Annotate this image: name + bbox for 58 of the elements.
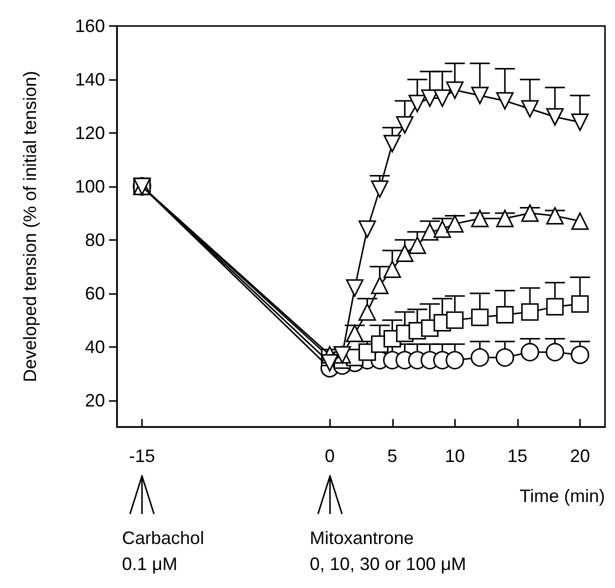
point <box>346 324 364 342</box>
y-tick-label: 80 <box>84 230 105 250</box>
y-tick-label: 160 <box>74 16 105 36</box>
point <box>421 89 439 107</box>
y-tick-label: 140 <box>74 69 105 90</box>
point <box>546 298 564 316</box>
x-tick-label: 10 <box>444 446 465 466</box>
point <box>371 276 389 294</box>
point <box>384 260 402 278</box>
point <box>446 215 464 233</box>
x-tick-label: 20 <box>570 446 590 466</box>
y-tick-label: 40 <box>84 336 105 357</box>
point <box>496 348 514 367</box>
point <box>571 212 589 230</box>
y-tick-label: 100 <box>74 176 105 196</box>
x-tick-label: -15 <box>129 446 156 466</box>
point <box>408 94 426 112</box>
point <box>434 89 452 107</box>
point <box>358 303 376 321</box>
point <box>546 108 564 126</box>
point <box>396 244 414 262</box>
point <box>571 113 589 131</box>
point <box>521 100 539 118</box>
y-tick-label: 60 <box>84 283 105 304</box>
point <box>358 220 376 238</box>
x-tick-label: 0 <box>324 446 335 466</box>
point <box>520 342 540 362</box>
y-tick-label: 20 <box>84 390 105 410</box>
point <box>408 236 426 254</box>
point <box>320 354 338 372</box>
point <box>471 308 489 326</box>
x-tick-label: 5 <box>387 446 398 466</box>
text: Carbachol 0.1 μM <box>122 527 204 576</box>
x-axis-title: Time (min) <box>520 486 605 506</box>
point <box>521 303 539 321</box>
y-axis-title: Developed tension (% of initial tension) <box>20 70 40 382</box>
point <box>446 350 464 370</box>
x-tick-label: 15 <box>507 446 528 466</box>
point <box>346 279 364 297</box>
point <box>471 210 489 228</box>
point <box>384 134 402 152</box>
point <box>571 295 589 313</box>
point <box>396 116 414 134</box>
y-tick-label: 120 <box>74 122 105 143</box>
point <box>546 342 564 362</box>
point <box>496 210 514 228</box>
point <box>471 86 489 104</box>
point <box>521 204 539 222</box>
text: Mitoxantrone 0, 10, 30 or 100 μM <box>310 527 466 576</box>
point <box>434 220 452 238</box>
point <box>570 346 590 364</box>
point <box>446 81 464 99</box>
point <box>496 306 514 324</box>
point <box>371 180 389 198</box>
point <box>446 311 464 329</box>
point <box>496 92 514 110</box>
point <box>470 348 490 367</box>
point <box>546 207 564 225</box>
